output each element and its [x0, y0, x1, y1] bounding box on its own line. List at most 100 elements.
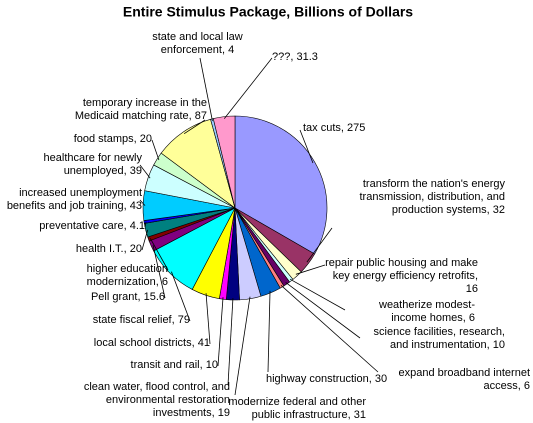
category-name: highway construction [266, 373, 369, 385]
label-text: expand broadband internet access, 6 [398, 367, 531, 392]
value-label: 275 [347, 122, 366, 134]
category-name: higher education modernization [86, 263, 168, 288]
value-label: 4 [228, 44, 235, 56]
value-label: 39 [129, 165, 142, 177]
value-label: 30 [374, 373, 388, 385]
data-label: higher education modernization, 6 [86, 263, 168, 288]
category-name: state fiscal relief [92, 314, 172, 326]
category-name: health I.T. [75, 243, 124, 255]
label-text: transform the nation's energy transmissi… [359, 178, 505, 216]
pie-slice [234, 115, 328, 255]
leader-line [295, 264, 326, 275]
category-name: tax cuts [303, 122, 341, 134]
leader-line [141, 229, 149, 251]
category-name: transit and rail [130, 359, 200, 371]
label-text: state fiscal relief, 79 [92, 314, 190, 326]
data-label: temporary increase in the Medicaid match… [74, 97, 207, 122]
category-name: preventative care [39, 220, 124, 232]
label-text: weatherize modest-income homes, 6 [379, 299, 475, 324]
category-name: repair public housing and make key energ… [325, 257, 478, 282]
category-name: increased unemployment benefits and job … [6, 187, 142, 212]
data-label: science facilities, research, and instru… [373, 326, 505, 351]
value-label: 20 [139, 133, 152, 145]
data-label: weatherize modest-income homes, 6 [379, 299, 475, 324]
label-text: repair public housing and make key energ… [325, 257, 478, 295]
leader-line [299, 129, 314, 164]
category-name: science facilities, research, and instru… [373, 326, 505, 351]
value-label: 79 [177, 314, 190, 326]
label-text: modernize federal and other public infra… [228, 396, 366, 421]
value-label: 31 [353, 409, 366, 421]
leader-line [152, 245, 166, 299]
data-label: healthcare for newly unemployed, 39 [43, 152, 142, 177]
leader-line [205, 293, 211, 345]
leader-line [234, 296, 251, 396]
label-text: food stamps, 20 [73, 133, 152, 145]
leader-line [227, 297, 234, 386]
label-text: transit and rail, 10 [130, 359, 218, 371]
label-text: local school districts, 41 [93, 337, 210, 349]
category-name: healthcare for newly unemployed [43, 152, 142, 177]
data-label: tax cuts, 275 [303, 122, 366, 134]
label-text: higher education modernization, 6 [86, 263, 168, 288]
label-text: temporary increase in the Medicaid match… [74, 97, 207, 122]
data-label: highway construction, 30 [266, 373, 388, 385]
data-label: preventative care, 4.1 [39, 220, 145, 232]
leader-line [183, 119, 206, 135]
category-name: Pell grant [90, 291, 138, 303]
label-text: highway construction, 30 [266, 373, 388, 385]
category-name: transform the nation's energy transmissi… [359, 178, 505, 216]
leader-line [199, 57, 213, 121]
label-text: increased unemployment benefits and job … [6, 187, 142, 212]
leader-line [217, 297, 224, 367]
category-name: local school districts [93, 337, 192, 349]
category-name: state and local law enforcement [152, 31, 243, 56]
value-label: 20 [129, 243, 142, 255]
category-name: temporary increase in the Medicaid match… [74, 97, 207, 122]
category-name: weatherize modest-income homes [379, 299, 475, 324]
label-text: tax cuts, 275 [303, 122, 366, 134]
leader-line [151, 139, 160, 161]
data-label: health I.T., 20 [75, 243, 142, 255]
value-label: 15.6 [143, 291, 165, 303]
data-label: repair public housing and make key energ… [325, 257, 478, 295]
data-label: local school districts, 41 [93, 337, 210, 349]
value-label: 32 [492, 204, 505, 216]
data-label: modernize federal and other public infra… [228, 396, 366, 421]
data-label: ???, 31.3 [272, 51, 318, 63]
leader-line [171, 271, 191, 322]
label-text: health I.T., 20 [75, 243, 142, 255]
data-label: state fiscal relief, 79 [92, 314, 190, 326]
value-label: 31.3 [296, 51, 318, 63]
value-label: 10 [205, 359, 218, 371]
label-text: state and local law enforcement, 4 [152, 31, 243, 56]
leader-line [139, 164, 151, 179]
category-name: modernize federal and other public infra… [228, 396, 366, 421]
value-label: 87 [194, 110, 207, 122]
leader-line [149, 238, 169, 271]
value-label: 4.1 [129, 220, 145, 232]
value-label: 6 [468, 312, 475, 324]
leader-line [267, 290, 271, 373]
value-label: 19 [217, 407, 230, 419]
leader-line [289, 278, 346, 311]
leader-line [306, 227, 333, 263]
value-label: 10 [492, 339, 505, 351]
data-label: food stamps, 20 [73, 133, 152, 145]
value-label: 16 [465, 283, 478, 295]
category-name: expand broadband internet access [398, 367, 531, 392]
leader-line [144, 221, 147, 228]
label-text: ???, 31.3 [272, 51, 318, 63]
value-label: 41 [197, 337, 210, 349]
category-name: clean water, flood control, and environm… [83, 381, 230, 419]
label-text: science facilities, research, and instru… [373, 326, 505, 351]
label-text: clean water, flood control, and environm… [83, 381, 230, 419]
data-label: transit and rail, 10 [130, 359, 218, 371]
data-label: clean water, flood control, and environm… [83, 381, 230, 419]
leader-line [223, 57, 273, 119]
category-name: ??? [272, 51, 291, 63]
value-label: 6 [523, 380, 530, 392]
data-label: Pell grant, 15.6 [90, 291, 165, 303]
leader-line [139, 199, 146, 206]
